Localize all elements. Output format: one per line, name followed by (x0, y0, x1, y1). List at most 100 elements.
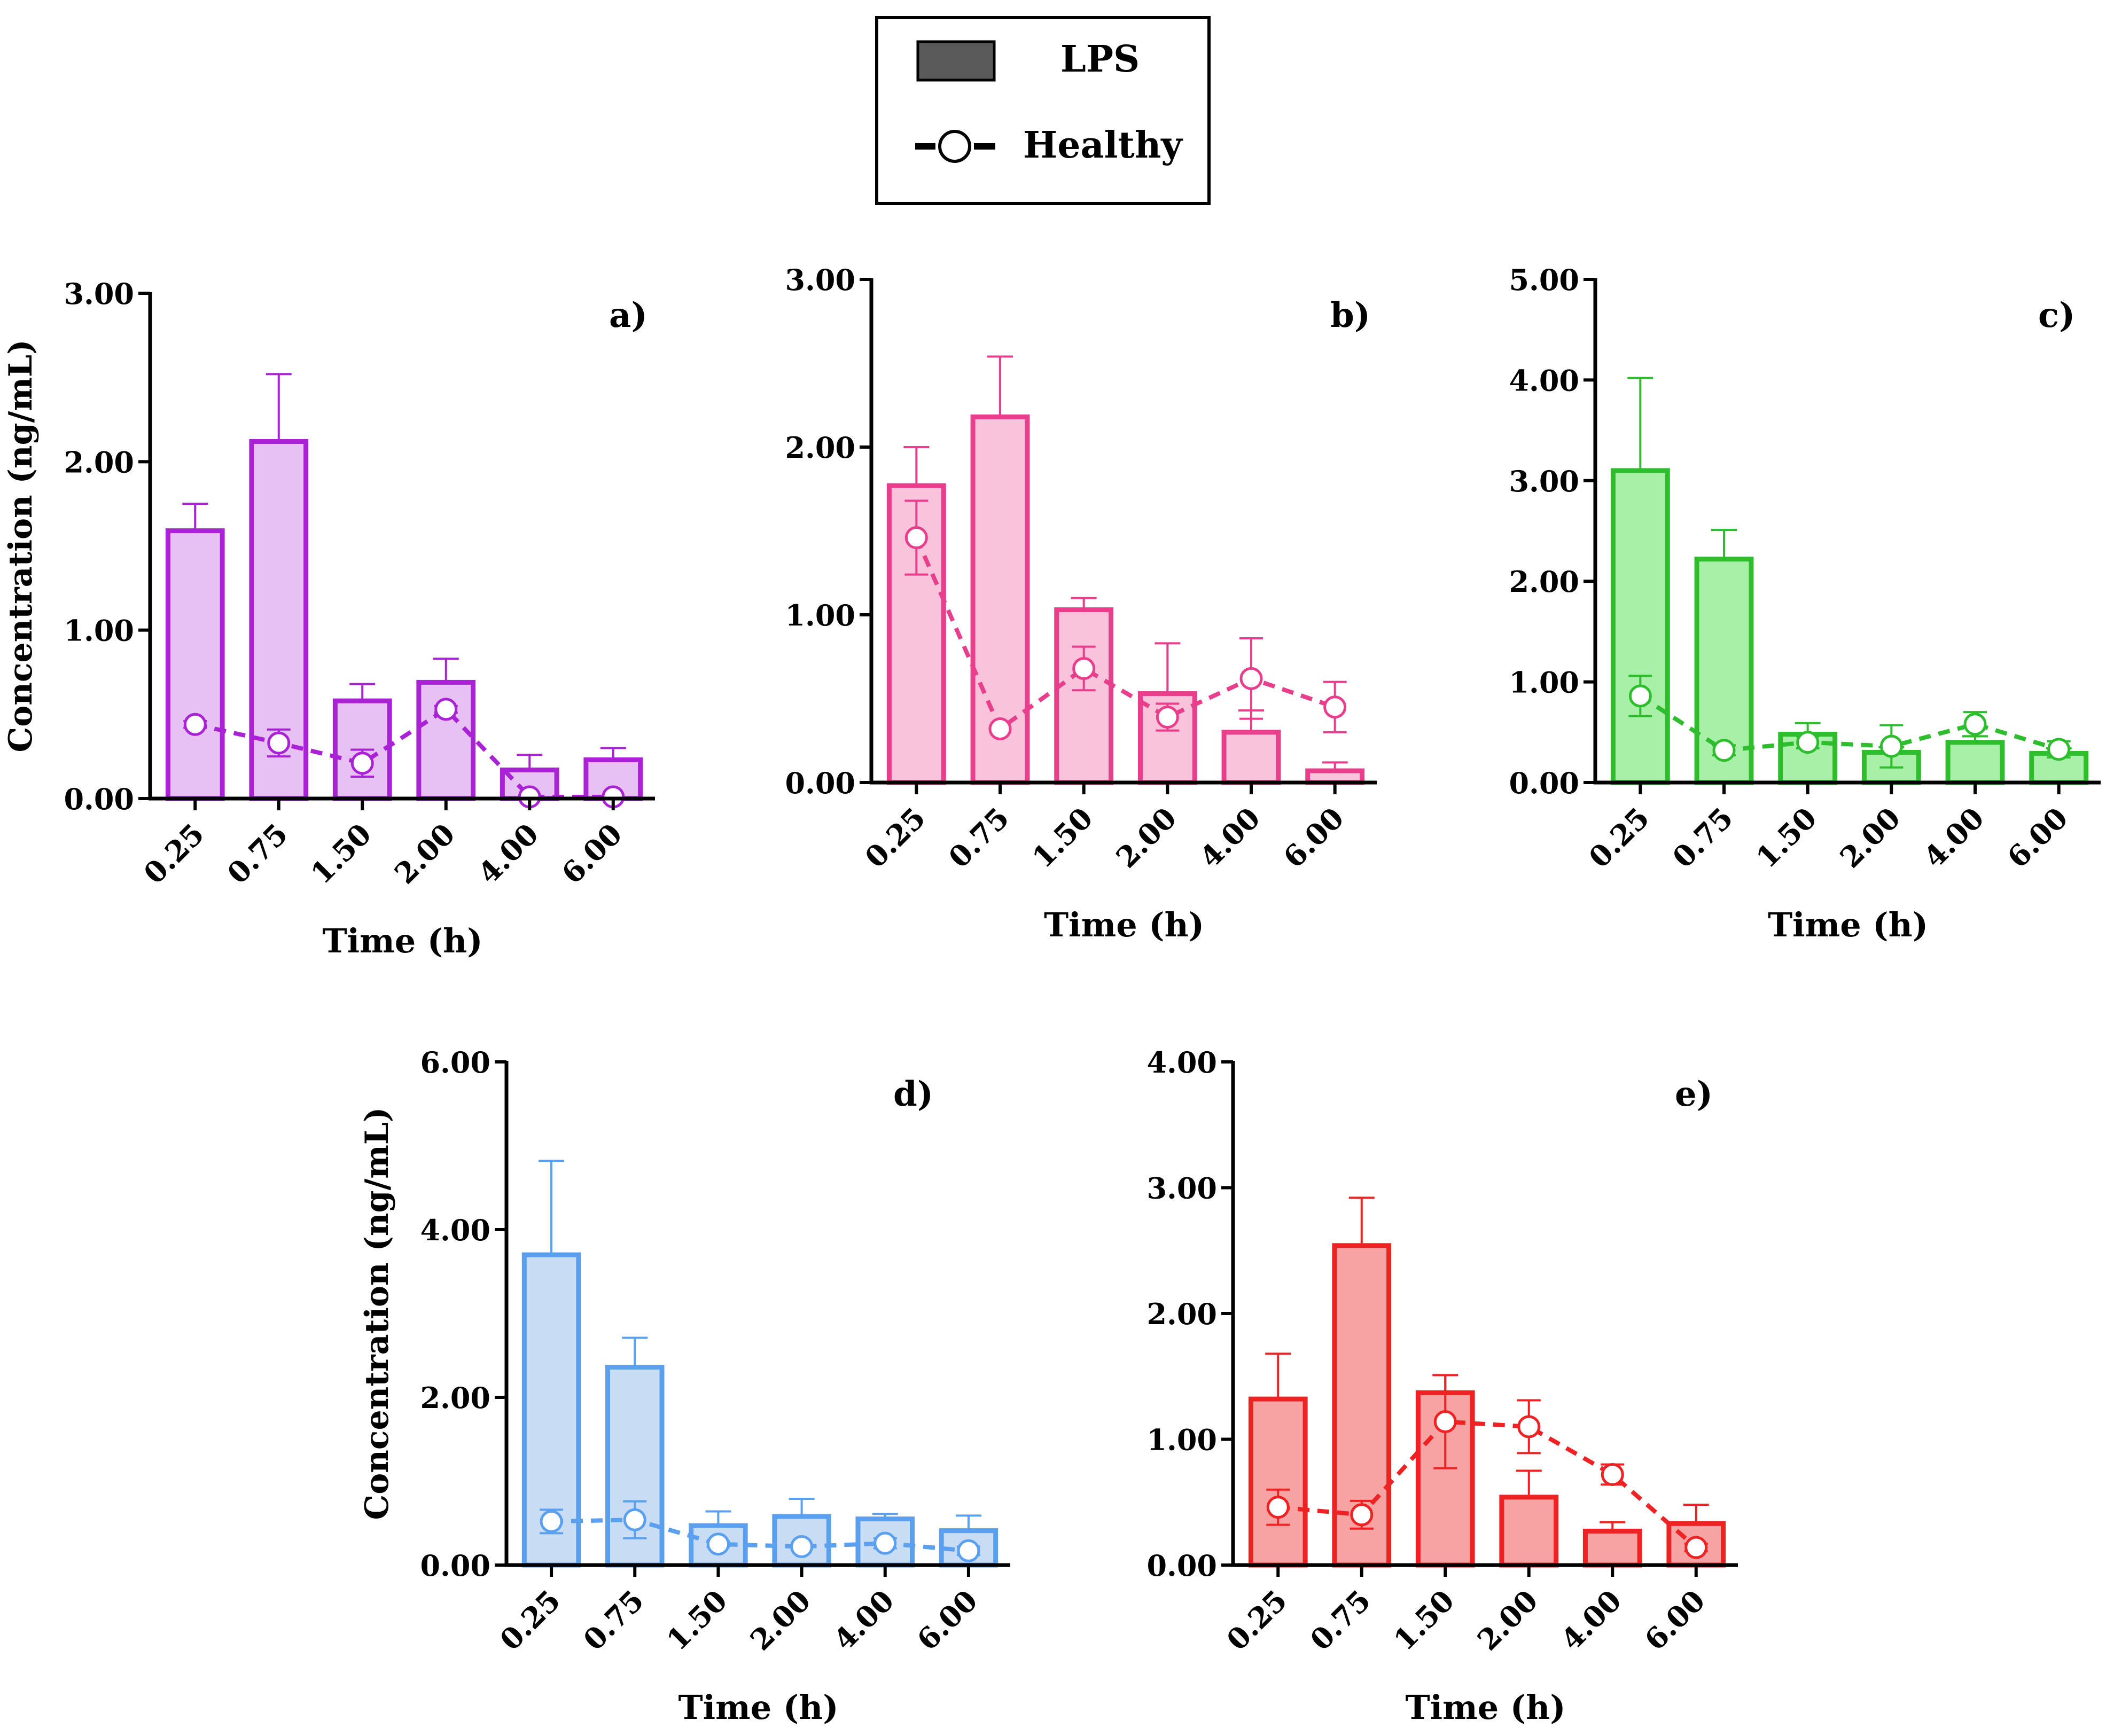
panel-label: a) (609, 295, 648, 335)
x-tick-label: 2.00 (744, 1583, 817, 1657)
healthy-point (183, 713, 207, 736)
lps-bar (1137, 691, 1197, 785)
healthy-line (914, 536, 1336, 732)
y-tick-label: 1.00 (1146, 1423, 1217, 1457)
x-tick-label: 2.00 (1109, 801, 1183, 874)
y-axis-title: Concentration (ng/mL) (2, 340, 40, 753)
x-tick-label: 0.75 (1666, 801, 1740, 874)
x-axis-title: Time (h) (322, 921, 482, 960)
y-tick-label: 3.00 (1146, 1171, 1217, 1206)
legend-lps-label: LPS (1060, 38, 1140, 81)
healthy-point (350, 752, 374, 775)
healthy-point (1323, 695, 1347, 719)
healthy-point (706, 1532, 730, 1556)
y-tick-label: 2.00 (785, 431, 855, 465)
healthy-point (904, 526, 928, 550)
x-tick-label: 1.50 (1387, 1583, 1461, 1657)
lps-bar (1248, 1396, 1308, 1568)
legend: LPS Healthy (875, 16, 1211, 205)
x-tick-label: 1.50 (1026, 801, 1099, 874)
chart-panel-e: 0.001.002.003.004.000.25 0.75 1.50 2.00 4.00… (1146, 1045, 1738, 1727)
healthy-line (551, 1518, 969, 1553)
panels: 0.001.002.003.000.25 0.75 1.50 2.00 4.00 6.00… (2, 263, 2101, 1727)
y-tick-label: 0.00 (1146, 1549, 1217, 1583)
healthy-point (1156, 706, 1179, 729)
healthy-point (1963, 713, 1987, 736)
x-tick-label: 6.00 (1638, 1583, 1712, 1657)
healthy-point (790, 1535, 814, 1558)
x-tick-label: 2.00 (1833, 801, 1907, 874)
y-tick-label: 3.00 (64, 277, 134, 311)
x-tick-label: 1.50 (304, 817, 378, 890)
lps-bar (1582, 1528, 1642, 1568)
x-tick-label: 0.25 (858, 801, 932, 874)
lps-bar (1945, 740, 2005, 785)
healthy-point (267, 731, 291, 755)
legend-lps-swatch (916, 40, 996, 82)
panel-label: c) (2038, 295, 2075, 335)
healthy-point (1266, 1496, 1290, 1519)
y-tick-label: 1.00 (64, 614, 134, 648)
healthy-line (1277, 1419, 1698, 1550)
healthy-point (1796, 731, 1820, 754)
healthy-point (1628, 684, 1652, 708)
y-tick-label: 2.00 (1509, 565, 1579, 599)
panel-label: e) (1675, 1074, 1713, 1114)
y-tick-label: 4.00 (420, 1213, 490, 1247)
chart-panel-c: 0.001.002.003.004.005.000.25 0.75 1.50 2.00… (1509, 263, 2101, 944)
panel-label: d) (893, 1074, 933, 1114)
x-tick-label: 6.00 (2001, 801, 2074, 874)
y-tick-label: 2.00 (420, 1381, 490, 1415)
lps-bar (1221, 730, 1281, 785)
y-tick-label: 2.00 (1146, 1297, 1217, 1331)
x-tick-label: 6.00 (910, 1583, 984, 1657)
x-axis-title: Time (h) (1405, 1688, 1565, 1727)
x-tick-label: 0.75 (1304, 1583, 1377, 1657)
healthy-line (1639, 694, 2060, 753)
x-tick-label: 4.00 (1917, 801, 1991, 874)
x-tick-label: 6.00 (1277, 801, 1351, 874)
x-tick-label: 0.25 (1582, 801, 1656, 874)
healthy-point (988, 717, 1012, 741)
x-tick-label: 0.25 (137, 817, 210, 890)
healthy-point (1433, 1410, 1457, 1434)
x-tick-label: 1.50 (660, 1583, 734, 1657)
y-tick-label: 1.00 (785, 598, 855, 632)
chart-panel-a: 0.001.002.003.000.25 0.75 1.50 2.00 4.00 6.00… (2, 277, 655, 960)
x-tick-label: 4.00 (1193, 801, 1267, 874)
x-tick-label: 0.25 (1220, 1583, 1293, 1657)
healthy-point (873, 1531, 897, 1555)
x-tick-label: 4.00 (1554, 1583, 1628, 1657)
y-tick-label: 0.00 (420, 1549, 490, 1583)
x-axis-title: Time (h) (678, 1688, 838, 1727)
x-tick-label: 6.00 (555, 817, 629, 890)
healthy-point (623, 1508, 646, 1531)
healthy-point (1712, 739, 1736, 762)
healthy-point (434, 698, 458, 721)
y-axis-title: Concentration (ng/mL) (358, 1107, 396, 1520)
lps-bar (1499, 1495, 1559, 1568)
healthy-point (1684, 1536, 1708, 1559)
x-tick-label: 4.00 (827, 1583, 901, 1657)
y-tick-label: 4.00 (1509, 363, 1579, 397)
chart-panel-b: 0.001.002.003.000.25 0.75 1.50 2.00 4.00 6.00… (785, 263, 1377, 944)
panel-label: b) (1330, 295, 1370, 335)
y-tick-label: 4.00 (1146, 1045, 1217, 1080)
healthy-point (1072, 656, 1096, 680)
x-tick-label: 4.00 (471, 817, 545, 890)
healthy-point (1350, 1503, 1374, 1527)
chart-panel-d: 0.002.004.006.000.25 0.75 1.50 2.00 4.00 6.00… (358, 1045, 1010, 1727)
healthy-point (1879, 734, 1903, 758)
healthy-point (957, 1539, 980, 1562)
x-tick-label: 1.50 (1750, 801, 1823, 874)
lps-bar (165, 528, 225, 801)
healthy-point (1239, 667, 1263, 690)
x-axis-title: Time (h) (1768, 905, 1928, 944)
x-tick-label: 0.25 (493, 1583, 567, 1657)
healthy-point (1601, 1463, 1624, 1486)
healthy-point (2047, 738, 2071, 761)
y-tick-label: 0.00 (64, 782, 134, 816)
y-tick-label: 1.00 (1509, 666, 1579, 700)
